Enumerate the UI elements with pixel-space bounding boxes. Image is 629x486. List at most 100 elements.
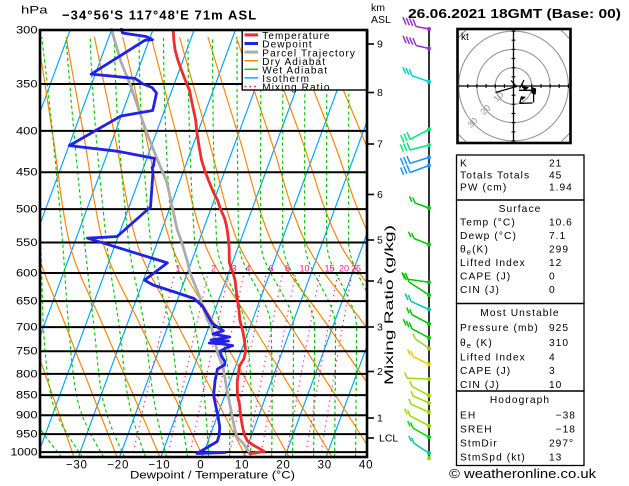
svg-text:hPa: hPa — [21, 5, 49, 17]
svg-text:© weatheronline.co.uk: © weatheronline.co.uk — [449, 467, 597, 481]
svg-text:12: 12 — [549, 258, 562, 269]
svg-text:Mixing Ratio (g/kg): Mixing Ratio (g/kg) — [382, 225, 396, 385]
svg-text:−20: −20 — [107, 460, 129, 472]
svg-text:10: 10 — [299, 264, 309, 274]
svg-text:θe (K): θe (K) — [460, 338, 493, 350]
svg-text:CIN (J): CIN (J) — [460, 380, 500, 391]
svg-text:9: 9 — [377, 39, 383, 51]
svg-text:1: 1 — [175, 264, 180, 274]
svg-text:10: 10 — [235, 460, 249, 472]
svg-text:0: 0 — [549, 272, 556, 283]
svg-text:Hodograph: Hodograph — [490, 395, 550, 406]
svg-text:LCL: LCL — [379, 433, 398, 445]
svg-text:6: 6 — [268, 264, 273, 274]
svg-text:Dewp (°C): Dewp (°C) — [460, 231, 517, 242]
svg-text:kt: kt — [461, 32, 469, 43]
svg-text:8: 8 — [285, 264, 290, 274]
svg-text:0: 0 — [549, 285, 556, 296]
svg-text:θe(K): θe(K) — [460, 245, 489, 257]
svg-text:Lifted Index: Lifted Index — [460, 258, 526, 269]
svg-text:CAPE (J): CAPE (J) — [460, 272, 511, 283]
svg-text:30: 30 — [318, 460, 332, 472]
svg-text:700: 700 — [16, 322, 38, 334]
svg-text:297°: 297° — [549, 439, 574, 450]
svg-text:925: 925 — [549, 323, 569, 334]
svg-text:10: 10 — [491, 90, 505, 104]
svg-text:Surface: Surface — [499, 204, 542, 215]
svg-text:20: 20 — [276, 460, 290, 472]
svg-text:Pressure (mb): Pressure (mb) — [460, 323, 539, 334]
svg-text:25: 25 — [351, 264, 361, 274]
svg-text:PW (cm): PW (cm) — [460, 183, 507, 194]
svg-text:1000: 1000 — [11, 447, 38, 459]
svg-text:13: 13 — [549, 453, 562, 464]
svg-text:Dry Adiabat: Dry Adiabat — [262, 57, 326, 68]
svg-text:3: 3 — [377, 322, 383, 334]
svg-text:300: 300 — [16, 25, 38, 37]
svg-text:20: 20 — [339, 264, 349, 274]
svg-text:4: 4 — [245, 264, 250, 274]
svg-text:800: 800 — [16, 368, 38, 380]
svg-text:400: 400 — [16, 125, 38, 137]
svg-text:StmSpd (kt): StmSpd (kt) — [460, 453, 526, 464]
svg-text:600: 600 — [16, 268, 38, 280]
svg-text:SREH: SREH — [460, 425, 493, 436]
svg-text:4: 4 — [377, 276, 383, 288]
svg-text:Temperature: Temperature — [262, 31, 330, 42]
svg-text:−34°56'S 117°48'E 71m ASL: −34°56'S 117°48'E 71m ASL — [62, 8, 257, 23]
svg-text:2: 2 — [377, 366, 383, 378]
svg-text:3: 3 — [231, 264, 236, 274]
svg-text:−38: −38 — [549, 411, 576, 422]
svg-text:K: K — [460, 159, 468, 170]
svg-text:40: 40 — [359, 460, 373, 472]
svg-text:1: 1 — [377, 413, 383, 425]
svg-text:CIN (J): CIN (J) — [460, 285, 500, 296]
svg-text:21: 21 — [549, 159, 562, 170]
svg-text:7: 7 — [377, 139, 383, 151]
svg-text:EH: EH — [460, 411, 476, 422]
svg-text:10: 10 — [549, 380, 562, 391]
svg-text:Totals Totals: Totals Totals — [460, 171, 530, 182]
svg-text:ASL: ASL — [371, 14, 391, 26]
svg-text:Temp (°C): Temp (°C) — [460, 218, 516, 229]
svg-text:−10: −10 — [149, 460, 171, 472]
svg-text:2: 2 — [211, 264, 216, 274]
svg-text:−18: −18 — [549, 425, 576, 436]
svg-text:20: 20 — [478, 103, 492, 117]
svg-text:CAPE (J): CAPE (J) — [460, 366, 511, 377]
svg-text:Mixing Ratio: Mixing Ratio — [262, 83, 330, 94]
svg-text:850: 850 — [16, 390, 38, 402]
svg-text:350: 350 — [16, 79, 38, 91]
svg-text:45: 45 — [549, 171, 562, 182]
svg-text:750: 750 — [16, 346, 38, 358]
svg-text:3: 3 — [549, 366, 556, 377]
svg-text:7.1: 7.1 — [549, 231, 566, 242]
svg-text:6: 6 — [377, 189, 383, 201]
svg-text:Dewpoint / Temperature (°C): Dewpoint / Temperature (°C) — [130, 470, 295, 482]
svg-text:km: km — [371, 2, 385, 14]
svg-text:10.6: 10.6 — [549, 218, 573, 229]
svg-text:5: 5 — [377, 235, 383, 247]
svg-text:4: 4 — [549, 353, 556, 364]
svg-text:Lifted Index: Lifted Index — [460, 353, 526, 364]
svg-text:550: 550 — [16, 237, 38, 249]
svg-text:StmDir: StmDir — [460, 439, 498, 450]
svg-text:Wet Adiabat: Wet Adiabat — [262, 66, 328, 77]
svg-text:299: 299 — [549, 245, 569, 256]
svg-text:8: 8 — [377, 87, 383, 99]
svg-text:Dewpoint: Dewpoint — [262, 40, 313, 51]
svg-text:Isotherm: Isotherm — [262, 74, 310, 85]
svg-text:650: 650 — [16, 296, 38, 308]
svg-text:26.06.2021 18GMT (Base: 00): 26.06.2021 18GMT (Base: 00) — [408, 6, 621, 21]
svg-text:900: 900 — [16, 410, 38, 422]
svg-text:1.94: 1.94 — [549, 183, 573, 194]
svg-text:450: 450 — [16, 167, 38, 179]
svg-text:0: 0 — [197, 460, 204, 472]
svg-text:−30: −30 — [66, 460, 88, 472]
svg-text:Most Unstable: Most Unstable — [480, 308, 559, 319]
svg-text:500: 500 — [16, 204, 38, 216]
svg-text:30: 30 — [466, 116, 480, 130]
svg-text:Parcel Trajectory: Parcel Trajectory — [262, 48, 356, 59]
svg-text:950: 950 — [16, 429, 38, 441]
svg-text:15: 15 — [324, 264, 334, 274]
